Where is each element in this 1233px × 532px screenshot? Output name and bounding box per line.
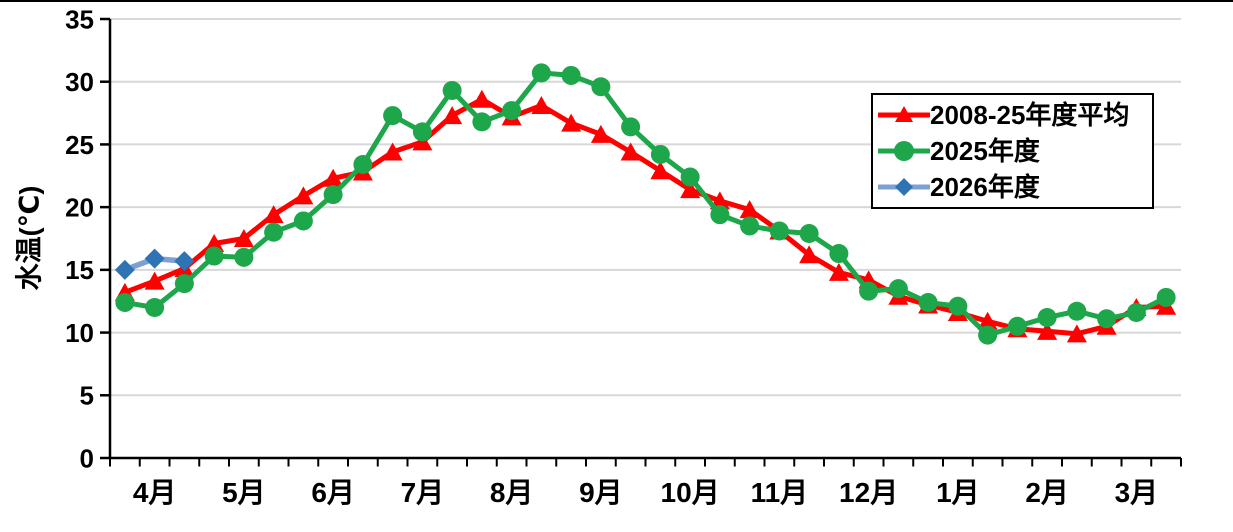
circle-marker (591, 77, 611, 97)
circle-marker (234, 247, 254, 267)
x-month-label: 11月 (751, 477, 809, 508)
circle-marker (442, 80, 462, 100)
circle-marker (978, 325, 998, 345)
circle-marker (531, 63, 551, 83)
triangle-marker (650, 161, 671, 180)
y-axis-title: 水温(℃) (14, 185, 45, 291)
circle-marker (502, 101, 522, 121)
triangle-marker (620, 142, 641, 161)
legend-line-avg-2008-25 (895, 106, 913, 122)
circle-marker (829, 244, 849, 264)
circle-marker (1067, 301, 1087, 321)
x-month-label: 6月 (311, 477, 355, 508)
x-month-label: 12月 (839, 477, 898, 508)
x-month-label: 9月 (579, 477, 623, 508)
y-tick-label: 25 (65, 130, 94, 160)
triangle-marker (1066, 324, 1087, 343)
triangle-marker (412, 132, 433, 151)
circle-marker (145, 297, 165, 317)
legend-entry-avg-2008-25: 2008-25年度平均 (878, 98, 1152, 132)
y-tick-label: 15 (65, 255, 94, 285)
legend-swatch-fy2026-icon (878, 178, 930, 196)
circle-marker (621, 117, 641, 137)
legend-swatch-avg-2008-25-icon (878, 106, 930, 122)
legend-line-fy2026 (895, 178, 913, 196)
y-tick-label: 5 (80, 381, 94, 411)
x-month-label: 10月 (661, 477, 720, 508)
legend-entry-fy2026: 2026年度 (878, 170, 1152, 204)
diamond-marker (144, 248, 165, 269)
circle-marker (888, 279, 908, 299)
circle-marker (353, 154, 373, 174)
diamond-marker (174, 251, 195, 272)
triangle-marker (680, 180, 701, 199)
triangle-marker (531, 96, 552, 115)
y-tick-label: 0 (80, 443, 94, 473)
triangle-marker (442, 106, 463, 125)
circle-marker (264, 222, 284, 242)
triangle-marker (144, 271, 165, 290)
triangle-marker (471, 89, 492, 108)
y-tick-label: 10 (65, 318, 94, 348)
circle-marker (115, 292, 135, 312)
triangle-marker (828, 262, 849, 281)
legend-label-fy2026: 2026年度 (930, 172, 1040, 202)
top-border-line (0, 0, 1233, 2)
x-month-label: 2月 (1025, 477, 1069, 508)
x-month-label: 8月 (490, 477, 534, 508)
triangle-marker (382, 142, 403, 161)
circle-marker (561, 65, 581, 85)
circle-marker (769, 221, 789, 241)
circle-marker (1156, 287, 1176, 307)
triangle-marker (293, 186, 314, 205)
triangle-marker (323, 168, 344, 187)
triangle-marker (977, 311, 998, 330)
y-tick-label: 30 (65, 67, 94, 97)
circle-marker (1126, 303, 1146, 323)
circle-marker (174, 274, 194, 294)
circle-marker (472, 112, 492, 132)
circle-marker (1007, 316, 1027, 336)
triangle-marker (204, 234, 225, 253)
legend-swatch-fy2025-icon (878, 141, 930, 161)
circle-marker (1097, 309, 1117, 329)
triangle-marker (1037, 321, 1058, 340)
legend-entry-fy2025: 2025年度 (878, 134, 1152, 168)
triangle-marker (263, 205, 284, 224)
circle-marker (383, 106, 403, 126)
triangle-marker (590, 124, 611, 143)
circle-marker (650, 144, 670, 164)
triangle-marker (233, 229, 254, 247)
series-fy2026 (114, 248, 195, 280)
diamond-marker (114, 259, 135, 280)
circle-marker (1037, 308, 1057, 328)
legend-label-fy2025: 2025年度 (930, 136, 1040, 166)
legend-line-fy2025 (894, 141, 914, 161)
chart-legend: 2008-25年度平均 2025年度 2026年度 (871, 93, 1154, 209)
legend-label-avg-2008-25: 2008-25年度平均 (930, 100, 1130, 130)
y-tick-label: 20 (65, 193, 94, 223)
circle-marker (918, 292, 938, 312)
circle-marker (323, 185, 343, 205)
triangle-marker (799, 245, 820, 264)
circle-marker (680, 167, 700, 187)
circle-marker (740, 216, 760, 236)
circle-marker (859, 281, 879, 301)
circle-marker (948, 296, 968, 316)
x-month-label: 5月 (222, 477, 266, 508)
triangle-marker (561, 113, 582, 132)
circle-marker (204, 246, 224, 266)
circle-marker (799, 223, 819, 243)
circle-marker (412, 122, 432, 142)
x-month-label: 1月 (936, 477, 980, 508)
x-month-label: 3月 (1115, 477, 1159, 508)
triangle-marker (739, 200, 760, 219)
x-month-label: 7月 (401, 477, 445, 508)
y-tick-label: 35 (65, 4, 94, 34)
x-month-label: 4月 (133, 477, 177, 508)
series-fy2025 (115, 63, 1176, 345)
circle-marker (293, 211, 313, 231)
circle-marker (710, 205, 730, 225)
